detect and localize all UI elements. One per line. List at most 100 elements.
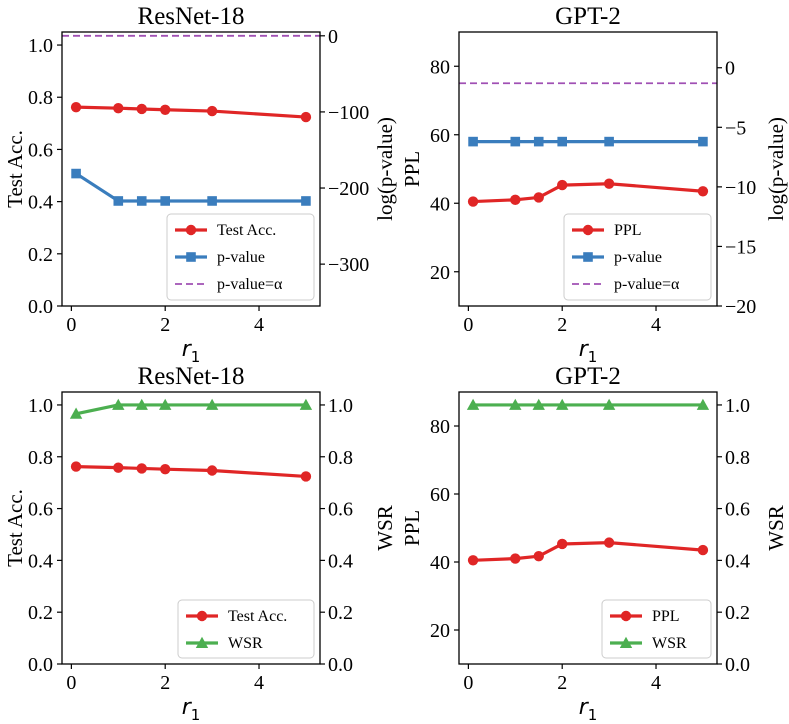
legend-marker: [195, 636, 209, 648]
data-point: [136, 463, 147, 474]
y2-axis-label: log(p-value): [764, 117, 788, 221]
y2-tick-label: 0.8: [328, 447, 353, 469]
y-tick-label: 0.8: [28, 87, 53, 109]
series-test-acc-: [70, 101, 312, 123]
legend-item: Test Acc.: [186, 608, 287, 625]
data-point: [697, 544, 709, 556]
x-tick-label: 4: [254, 672, 264, 694]
data-point: [556, 398, 569, 410]
legend-marker: [583, 252, 593, 262]
series-wsr: [69, 398, 313, 419]
y-tick-label: 20: [430, 262, 450, 284]
y2-tick-label: −100: [328, 102, 369, 124]
x-tick-label: 0: [66, 314, 76, 336]
data-point: [135, 398, 148, 410]
x-tick-label: 0: [463, 314, 473, 336]
series-line: [473, 541, 704, 562]
x-tick-label: 2: [160, 314, 170, 336]
y-tick-label: 0.0: [28, 654, 53, 676]
x-tick-label: 2: [557, 314, 567, 336]
y2-tick-label: 1.0: [328, 395, 353, 417]
series-line: [76, 105, 307, 119]
legend-marker: [582, 224, 594, 236]
data-point: [159, 398, 172, 410]
data-point: [468, 136, 478, 147]
legend-label: p-value: [217, 249, 265, 266]
y-axis-label: Test Acc.: [3, 130, 27, 208]
data-point: [533, 136, 544, 147]
data-point: [557, 136, 567, 147]
series-line: [473, 182, 704, 204]
y2-tick-label: 0.4: [725, 550, 750, 572]
y-tick-label: 60: [430, 484, 450, 506]
y2-tick-label: 0: [725, 58, 735, 80]
data-point: [696, 398, 710, 410]
data-point: [301, 196, 311, 206]
series-ppl: [467, 178, 709, 207]
x-tick-label: 4: [651, 672, 661, 694]
legend-marker: [186, 252, 196, 262]
y-tick-label: 80: [430, 416, 450, 438]
data-point: [136, 196, 147, 206]
legend-item: p-value: [175, 249, 265, 266]
data-point: [300, 471, 312, 482]
y-axis-label: Test Acc.: [3, 489, 27, 567]
y-tick-label: 80: [430, 56, 450, 78]
x-tick-label: 4: [651, 314, 661, 336]
data-point: [509, 398, 522, 410]
series-line: [75, 172, 306, 203]
data-point: [510, 136, 521, 147]
data-point: [697, 186, 709, 197]
plot-frame: [458, 31, 718, 307]
data-point: [71, 168, 81, 179]
legend-marker: [620, 610, 632, 622]
y2-tick-label: −10: [725, 177, 756, 199]
legend-label: PPL: [614, 222, 642, 239]
data-point: [113, 196, 124, 206]
data-point: [69, 407, 83, 419]
chart-title: ResNet-18: [138, 363, 245, 390]
y-tick-label: 1.0: [28, 395, 53, 417]
legend: Test Acc. WSR: [177, 599, 315, 659]
data-point: [70, 461, 82, 472]
legend-label: Test Acc.: [228, 608, 287, 625]
y2-tick-label: 0.2: [725, 602, 750, 624]
data-point: [160, 196, 170, 206]
y-tick-label: 0.4: [28, 192, 53, 214]
y-axis-label: PPL: [400, 151, 424, 187]
y2-tick-label: 0.0: [725, 654, 750, 676]
legend-box: [166, 213, 315, 301]
data-point: [300, 111, 312, 123]
chart-panel-1: ResNet-18 0 2 4 0.0 0.2 0.4 0.6 0.8 1.0 0 −100 −200 −…: [3, 3, 397, 366]
x-tick-label: 0: [463, 672, 473, 694]
y2-tick-label: 0.6: [725, 499, 750, 521]
data-point: [603, 178, 615, 189]
legend-item: PPL: [610, 608, 680, 625]
data-point: [510, 553, 521, 564]
y2-tick-label: 0.4: [328, 550, 353, 572]
data-point: [160, 463, 171, 475]
legend-marker: [185, 224, 197, 236]
legend-label: WSR: [652, 635, 687, 652]
legend-label: p-value=α: [614, 276, 680, 293]
y-tick-label: 0.2: [28, 602, 53, 624]
y-tick-label: 0.4: [28, 550, 53, 572]
y2-tick-label: 0: [328, 26, 338, 48]
y2-tick-label: −200: [328, 178, 369, 200]
y2-tick-label: 0.2: [328, 602, 353, 624]
legend-box: [563, 213, 712, 301]
legend: PPL p-value p-value=α: [563, 213, 712, 301]
data-point: [603, 537, 615, 548]
chart-panel-4: GPT-2 0 2 4 20 40 60 80 0.0 0.2 0.4 0.6 0.8 1.0 r1 PPL W…: [400, 363, 788, 724]
chart-title: GPT-2: [555, 3, 621, 30]
y2-tick-label: −15: [725, 236, 756, 258]
data-point: [113, 102, 124, 114]
data-point: [205, 398, 219, 410]
series-ppl: [467, 537, 709, 566]
legend-marker: [619, 636, 633, 648]
series-p-value: [71, 168, 311, 206]
data-point: [532, 398, 545, 410]
data-point: [70, 101, 82, 113]
chart-title: GPT-2: [555, 363, 621, 390]
